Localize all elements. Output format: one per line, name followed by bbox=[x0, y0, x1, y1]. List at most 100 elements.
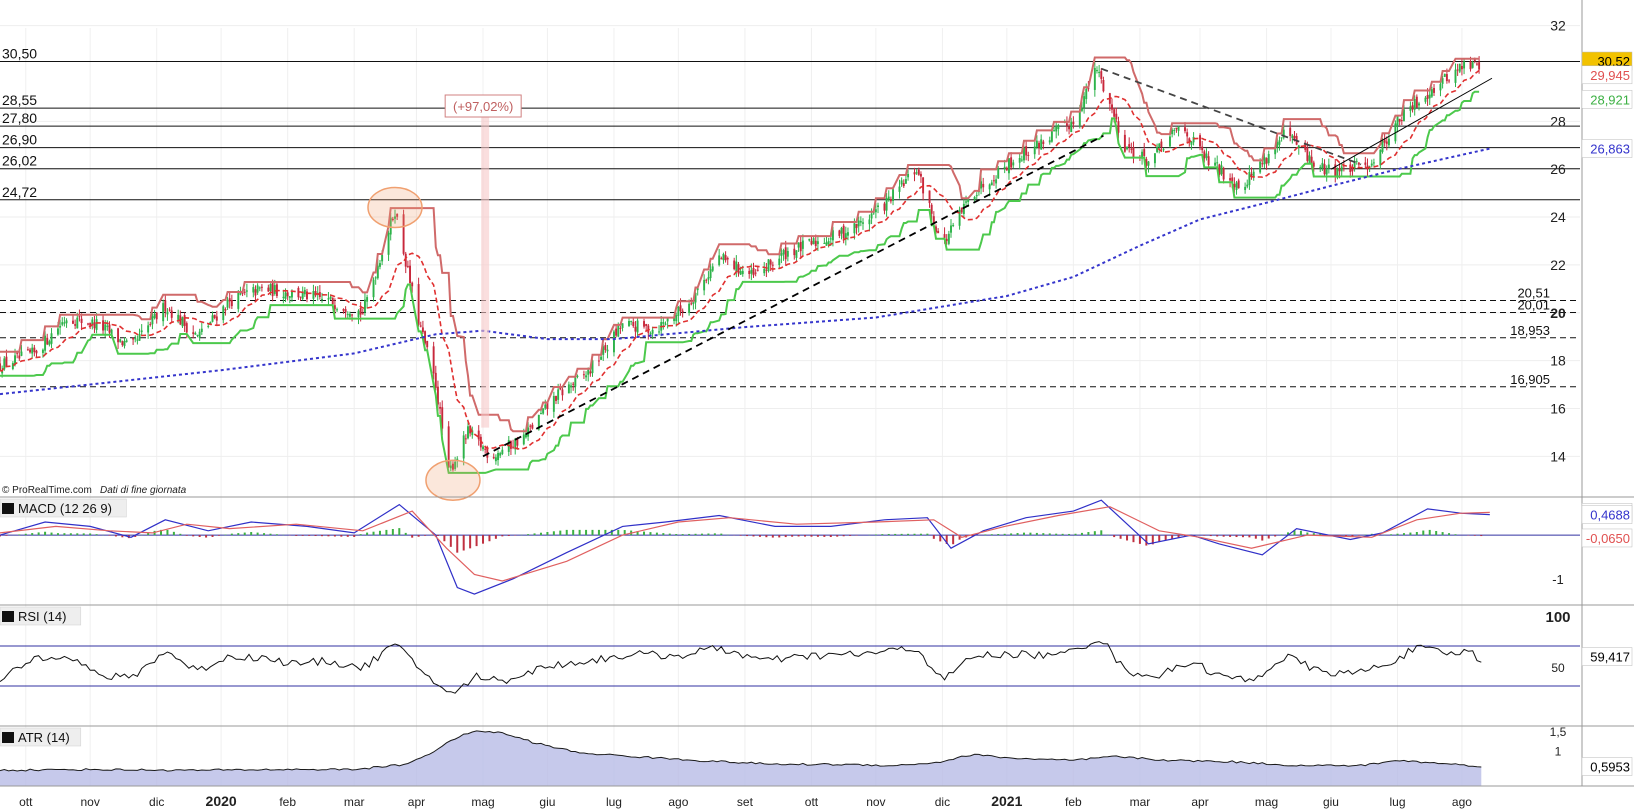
macd-badge-bg bbox=[1581, 528, 1633, 548]
candle-body bbox=[484, 448, 487, 450]
macd-histogram-bar bbox=[610, 529, 613, 536]
candle-body bbox=[93, 322, 96, 329]
candle-body bbox=[769, 260, 772, 265]
candle-body bbox=[1327, 164, 1330, 169]
candle-body bbox=[432, 346, 435, 374]
candle-body bbox=[662, 322, 665, 324]
macd-histogram-bar bbox=[990, 534, 993, 536]
candle-body bbox=[840, 227, 843, 234]
macd-histogram-bar bbox=[134, 535, 137, 537]
macd-histogram-bar bbox=[984, 534, 987, 536]
candle-body bbox=[546, 402, 549, 410]
candle-body bbox=[696, 288, 699, 291]
rsi-axis-tick: 50 bbox=[1551, 661, 1565, 675]
macd-histogram-bar bbox=[1216, 535, 1219, 537]
candle-body bbox=[733, 260, 736, 270]
candle-body bbox=[604, 345, 607, 350]
macd-histogram-bar bbox=[1473, 535, 1476, 536]
candle-body bbox=[621, 323, 624, 328]
macd-histogram-bar bbox=[804, 535, 807, 537]
candle-body bbox=[1448, 80, 1451, 82]
price-axis-tick: 22 bbox=[1550, 257, 1566, 273]
candle-body bbox=[215, 316, 218, 321]
support-step-line bbox=[0, 90, 1480, 474]
price-axis-tick: 16 bbox=[1550, 400, 1566, 416]
candle-body bbox=[1244, 186, 1247, 191]
candle-body bbox=[724, 255, 727, 261]
macd-histogram-bar bbox=[372, 531, 375, 536]
macd-histogram-bar bbox=[1229, 535, 1232, 537]
candle-body bbox=[406, 265, 409, 267]
candle-body bbox=[1093, 67, 1096, 90]
candle-body bbox=[497, 453, 500, 461]
candle-body bbox=[1304, 143, 1307, 150]
candle-body bbox=[754, 272, 757, 274]
candle-body bbox=[1475, 63, 1478, 65]
candle-body bbox=[973, 196, 976, 200]
macd-histogram-bar bbox=[539, 532, 542, 536]
candle-body bbox=[177, 314, 180, 320]
candle-body bbox=[404, 253, 407, 267]
candle-body bbox=[482, 446, 484, 450]
candle-body bbox=[271, 282, 274, 297]
candle-body bbox=[151, 316, 154, 325]
candle-body bbox=[1083, 96, 1086, 108]
macd-histogram-bar bbox=[69, 533, 72, 536]
candle-body bbox=[155, 312, 158, 320]
price-series-layer bbox=[0, 56, 1491, 474]
macd-histogram-bar bbox=[1042, 533, 1045, 536]
macd-histogram-bar bbox=[385, 529, 388, 536]
candle-body bbox=[874, 209, 877, 213]
candle-body bbox=[838, 230, 841, 236]
candle-body bbox=[110, 329, 113, 336]
candle-body bbox=[344, 309, 347, 313]
candle-body bbox=[301, 291, 304, 299]
x-axis-month-label: giu bbox=[539, 795, 555, 809]
candle-body bbox=[786, 251, 789, 257]
x-axis-month-label: mag bbox=[1255, 795, 1278, 809]
candle-body bbox=[658, 331, 661, 333]
candle-body bbox=[89, 322, 92, 326]
candle-body bbox=[542, 408, 545, 414]
trendline bbox=[1330, 77, 1493, 170]
candle-body bbox=[1128, 144, 1131, 147]
candle-body bbox=[1203, 151, 1206, 159]
panel-title: MACD (12 26 9) bbox=[18, 501, 112, 516]
macd-histogram-bar bbox=[1158, 535, 1161, 542]
candle-body bbox=[748, 270, 751, 275]
candle-body bbox=[16, 352, 19, 354]
candle-body bbox=[1383, 139, 1386, 143]
level-label: 20,51 bbox=[1517, 286, 1550, 301]
candle-body bbox=[436, 386, 439, 405]
macd-line bbox=[0, 499, 1490, 595]
candle-body bbox=[692, 302, 695, 304]
candle-body bbox=[1319, 166, 1322, 169]
candle-body bbox=[1040, 139, 1043, 150]
x-axis-month-label: mar bbox=[344, 795, 365, 809]
macd-histogram-bar bbox=[1126, 535, 1129, 541]
candle-body bbox=[237, 292, 240, 309]
candle-body bbox=[1321, 162, 1324, 169]
candle-body bbox=[1231, 177, 1234, 182]
candle-body bbox=[1147, 161, 1150, 166]
candle-body bbox=[1188, 138, 1191, 143]
price-badge-bg bbox=[1581, 65, 1633, 85]
candle-body bbox=[741, 270, 744, 275]
candle-body bbox=[411, 282, 414, 287]
candle-body bbox=[1308, 155, 1311, 163]
macd-histogram-bar bbox=[591, 529, 594, 536]
candle-body bbox=[1201, 146, 1204, 151]
price-badge: 29,945 bbox=[1590, 68, 1630, 83]
trendline bbox=[1100, 67, 1362, 166]
candle-body bbox=[750, 269, 753, 274]
candle-body bbox=[559, 386, 562, 390]
candle-body bbox=[816, 241, 819, 245]
candle-body bbox=[540, 413, 542, 415]
candle-body bbox=[1, 371, 4, 374]
macd-histogram-bar bbox=[501, 535, 504, 537]
macd-histogram-bar bbox=[494, 535, 497, 539]
candle-body bbox=[41, 349, 44, 353]
labels-layer: © ProRealTime.com Dati di fine giornata … bbox=[0, 18, 1633, 809]
